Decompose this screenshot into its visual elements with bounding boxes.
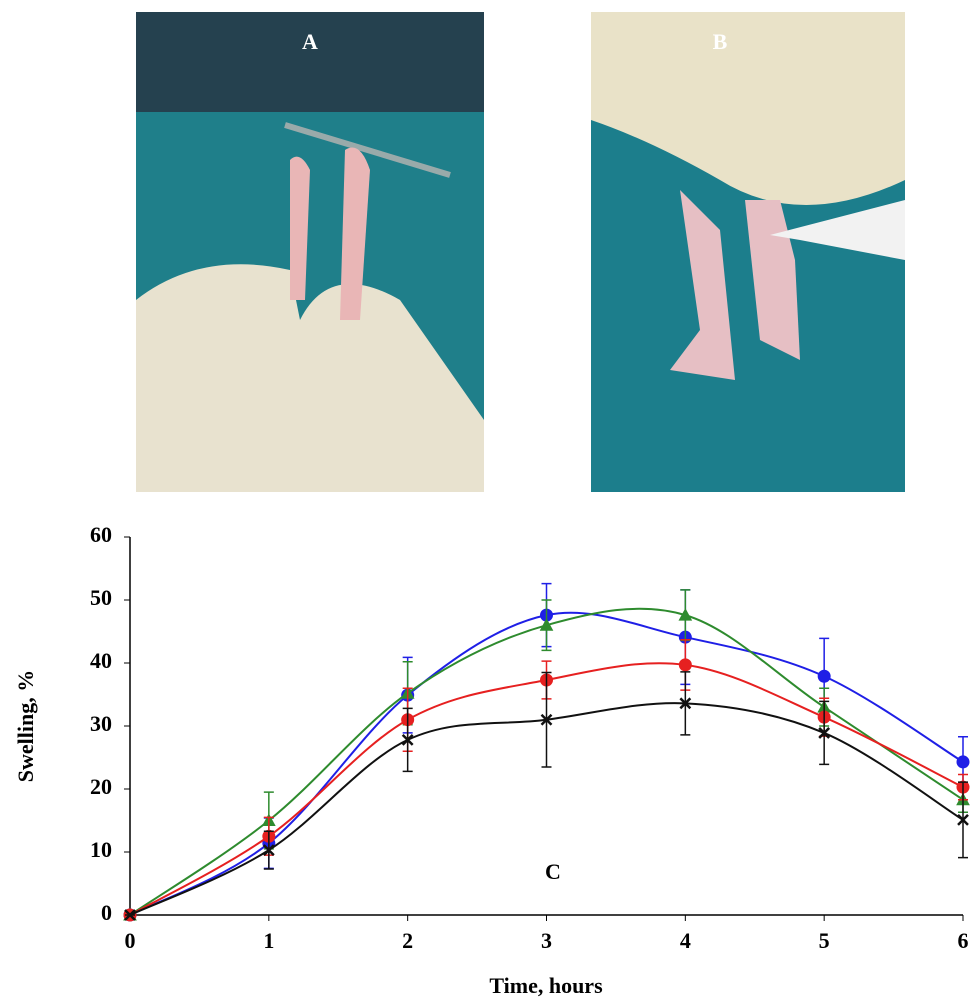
x-tick-label: 4 (680, 928, 691, 953)
x-tick-label: 2 (402, 928, 413, 953)
y-tick-label: 40 (90, 648, 112, 673)
panel-label: A (302, 29, 318, 54)
panel-label: B (713, 29, 728, 54)
page: A B C Time, hours Swelling, % 0102030405… (0, 0, 974, 1006)
photo-b: B (591, 12, 905, 492)
y-tick-label: 50 (90, 585, 112, 610)
figure: A B C Time, hours Swelling, % 0102030405… (0, 0, 974, 1001)
y-tick-label: 60 (90, 522, 112, 547)
x-tick-label: 1 (263, 928, 274, 953)
x-axis-title: Time, hours (489, 973, 603, 998)
y-tick-label: 20 (90, 774, 112, 799)
x-tick-label: 6 (958, 928, 969, 953)
y-axis-title: Swelling, % (13, 670, 38, 782)
photo-a: A (136, 12, 484, 492)
x-tick-label: 0 (125, 928, 136, 953)
x-tick-label: 3 (541, 928, 552, 953)
marker (957, 756, 969, 768)
y-tick-label: 10 (90, 837, 112, 862)
x-tick-label: 5 (819, 928, 830, 953)
marker (818, 670, 830, 682)
y-tick-label: 30 (90, 711, 112, 736)
panel-label: C (545, 859, 561, 884)
marker (679, 659, 691, 671)
y-tick-label: 0 (101, 900, 112, 925)
